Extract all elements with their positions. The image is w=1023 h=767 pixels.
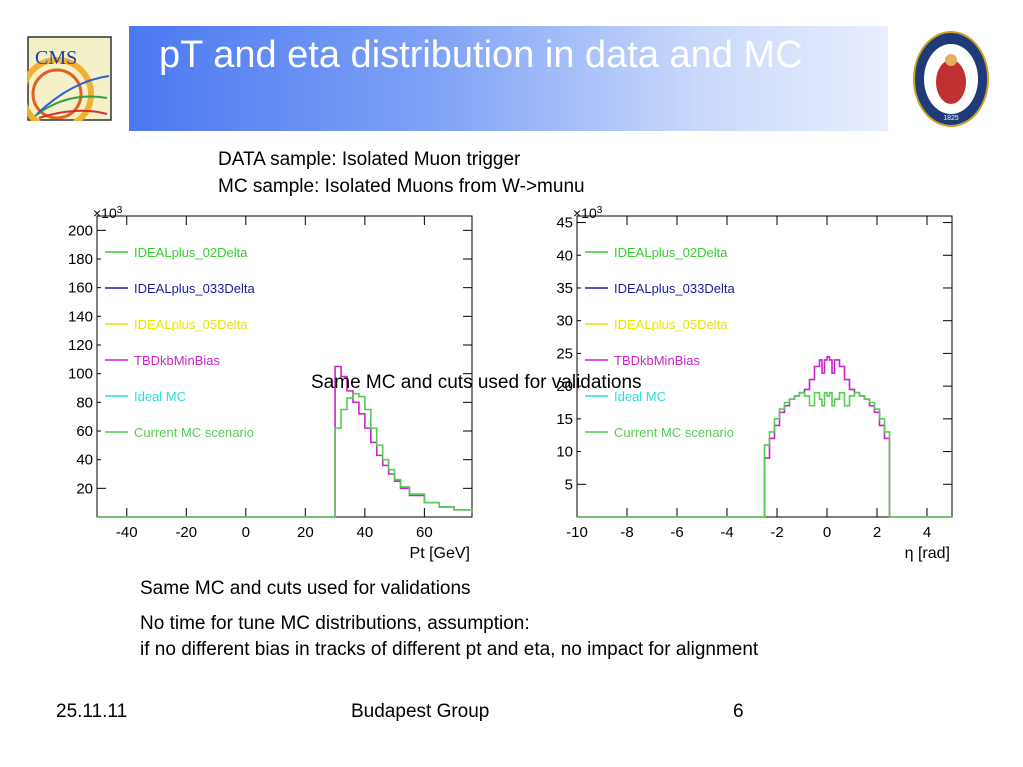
data-sample-text: DATA sample: Isolated Muon trigger <box>218 149 521 170</box>
legend-label: IDEALplus_033Delta <box>134 281 255 296</box>
y-tick-label: 25 <box>556 345 573 362</box>
legend-label: IDEALplus_02Delta <box>614 245 728 260</box>
y-multiplier-label: ×103 <box>93 205 123 221</box>
y-tick-label: 15 <box>556 411 573 428</box>
x-tick-label: -8 <box>620 524 633 541</box>
legend-label: Ideal MC <box>134 389 186 404</box>
x-tick-label: 60 <box>416 524 433 541</box>
overlay-annotation: Same MC and cuts used for validations <box>311 372 642 393</box>
y-tick-label: 40 <box>76 452 93 469</box>
y-tick-label: 20 <box>556 378 573 395</box>
legend-label: IDEALplus_05Delta <box>134 317 248 332</box>
x-tick-label: -2 <box>770 524 783 541</box>
x-tick-label: -6 <box>670 524 683 541</box>
y-tick-label: 200 <box>68 222 93 239</box>
x-tick-label: -20 <box>175 524 197 541</box>
legend-label: IDEALplus_033Delta <box>614 281 735 296</box>
legend-label: IDEALplus_05Delta <box>614 317 728 332</box>
x-axis-label: η [rad] <box>905 545 950 562</box>
legend-label: TBDkbMinBias <box>614 353 700 368</box>
y-tick-label: 160 <box>68 280 93 297</box>
eta-distribution-chart: -10 -8 -6 -4 -2 0 2 4 5 10 15 20 25 30 35 40 45 ×103 η [ra… <box>530 204 960 562</box>
legend-label: IDEALplus_02Delta <box>134 245 248 260</box>
y-tick-label: 40 <box>556 247 573 264</box>
y-tick-label: 45 <box>556 215 573 232</box>
note-impact: if no different bias in tracks of differ… <box>140 639 759 660</box>
footer-group: Budapest Group <box>351 701 490 722</box>
x-tick-label: 4 <box>923 524 931 541</box>
y-tick-label: 10 <box>556 444 573 461</box>
x-tick-label: 0 <box>823 524 831 541</box>
y-tick-label: 20 <box>76 480 93 497</box>
svg-text:1825: 1825 <box>943 115 959 122</box>
series-line <box>97 392 473 518</box>
svg-text:CMS: CMS <box>35 47 77 69</box>
x-tick-label: 20 <box>297 524 314 541</box>
x-tick-label: 2 <box>873 524 881 541</box>
footer-date: 25.11.11 <box>56 701 128 722</box>
x-tick-label: 40 <box>357 524 374 541</box>
x-tick-label: -4 <box>720 524 733 541</box>
legend-box <box>101 238 241 468</box>
page-title: pT and eta distribution in data and MC <box>159 34 803 76</box>
legend-label: Ideal MC <box>614 389 666 404</box>
y-tick-label: 5 <box>565 476 573 493</box>
note-assumption: No time for tune MC distributions, assum… <box>140 613 530 634</box>
x-tick-label: -40 <box>116 524 138 541</box>
mc-sample-text: MC sample: Isolated Muons from W->munu <box>218 176 585 197</box>
note-validation: Same MC and cuts used for validations <box>140 578 471 599</box>
y-multiplier-label: ×103 <box>573 205 603 221</box>
y-tick-label: 120 <box>68 337 93 354</box>
x-tick-label: 0 <box>242 524 250 541</box>
y-tick-label: 100 <box>68 366 93 383</box>
y-tick-label: 140 <box>68 308 93 325</box>
legend-label: Current MC scenario <box>134 425 254 440</box>
pt-chart-svg: -40 -20 0 20 40 60 20 40 60 80 100 120 140 160 180 200×… <box>68 205 473 562</box>
footer-page-number: 6 <box>733 701 744 722</box>
y-tick-label: 80 <box>76 394 93 411</box>
legend-label: Current MC scenario <box>614 425 734 440</box>
y-tick-label: 60 <box>76 423 93 440</box>
pt-distribution-chart: -40 -20 0 20 40 60 20 40 60 80 100 120 140 160 180 200 ×… <box>50 204 480 562</box>
academy-seal-icon: 1825 <box>912 30 990 128</box>
legend-label: TBDkbMinBias <box>134 353 220 368</box>
y-tick-label: 35 <box>556 280 573 297</box>
title-banner: pT and eta distribution in data and MC <box>129 26 888 131</box>
y-tick-label: 30 <box>556 313 573 330</box>
x-tick-label: -10 <box>566 524 588 541</box>
series-line <box>577 391 952 518</box>
y-tick-label: 180 <box>68 251 93 268</box>
cms-logo-icon: CMS <box>20 36 112 131</box>
legend-box <box>581 238 721 468</box>
x-axis-label: Pt [GeV] <box>410 545 470 562</box>
